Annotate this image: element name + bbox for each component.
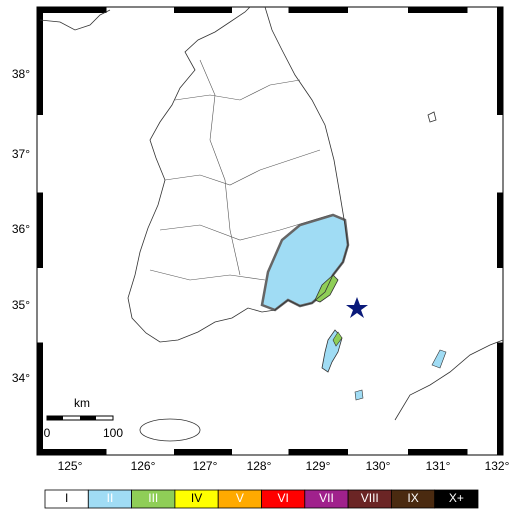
legend-label: III	[148, 491, 158, 505]
frame-segment	[408, 449, 468, 455]
lon-label: 132°	[485, 459, 510, 473]
scale-bar	[80, 416, 96, 420]
scale-unit: km	[74, 396, 90, 410]
legend-swatch	[434, 489, 479, 509]
lat-label: 35°	[12, 298, 30, 312]
frame-segment	[288, 7, 348, 13]
island	[139, 418, 201, 442]
lon-label: 126°	[131, 459, 156, 473]
frame-segment	[497, 192, 503, 268]
coastline	[127, 6, 349, 343]
island	[431, 349, 447, 369]
frame-segment	[37, 7, 43, 115]
coastline	[39, 9, 111, 31]
scale-bar	[47, 416, 63, 420]
frame-segment	[174, 7, 232, 13]
legend-label: X+	[449, 491, 464, 505]
frame-segment	[497, 7, 503, 115]
lon-label: 127°	[193, 459, 218, 473]
border	[149, 59, 331, 281]
frame-segment	[497, 342, 503, 455]
legend-label: IV	[191, 491, 202, 505]
legend-label: II	[107, 491, 114, 505]
island	[354, 389, 364, 401]
legend-label: I	[65, 491, 68, 505]
island	[427, 111, 437, 123]
lat-label: 37°	[12, 147, 30, 161]
frame-segment	[37, 7, 107, 13]
epicenter	[346, 297, 368, 318]
lon-label: 128°	[247, 459, 272, 473]
frame-segment	[408, 7, 468, 13]
lat-label: 34°	[12, 371, 30, 385]
frame-segment	[37, 192, 43, 268]
lon-label: 125°	[58, 459, 83, 473]
frame-segment	[37, 342, 43, 455]
scale-label: 0	[44, 426, 51, 440]
lon-label: 130°	[366, 459, 391, 473]
legend-label: VI	[277, 491, 288, 505]
legend-label: IX	[407, 491, 418, 505]
lon-label: 129°	[306, 459, 331, 473]
legend-label: VII	[319, 491, 334, 505]
map-frame	[36, 6, 504, 456]
legend-label: VIII	[361, 491, 379, 505]
coastline	[394, 339, 504, 421]
legend-label: V	[236, 491, 244, 505]
scale-label: 100	[103, 426, 123, 440]
island	[332, 331, 343, 347]
lat-label: 38°	[12, 67, 30, 81]
frame-segment	[37, 449, 107, 455]
frame-segment	[288, 449, 348, 455]
lon-label: 131°	[426, 459, 451, 473]
frame-segment	[174, 449, 232, 455]
lat-label: 36°	[12, 222, 30, 236]
